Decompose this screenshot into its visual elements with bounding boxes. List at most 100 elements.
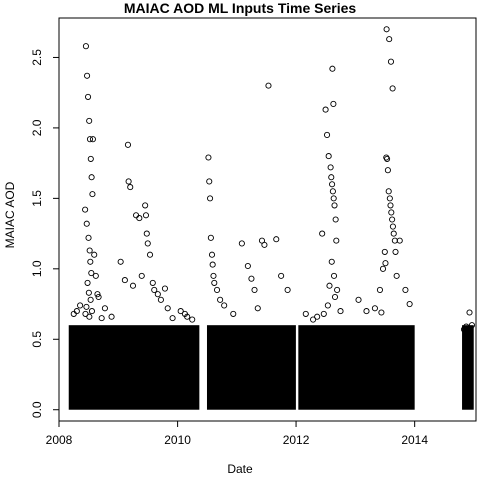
data-point xyxy=(121,277,128,284)
y-tick-label: 2.0 xyxy=(30,119,44,136)
data-point xyxy=(117,258,124,265)
data-point xyxy=(325,153,332,160)
data-point xyxy=(217,296,224,303)
data-point xyxy=(94,291,101,298)
data-point xyxy=(389,223,396,230)
data-point xyxy=(86,117,93,124)
data-point xyxy=(383,26,390,33)
x-axis-label: Date xyxy=(227,462,253,476)
data-point xyxy=(337,308,344,315)
data-point xyxy=(284,286,291,294)
data-point xyxy=(84,93,92,100)
dense-band-3 xyxy=(462,325,474,410)
data-point xyxy=(333,237,340,244)
data-point xyxy=(129,282,137,289)
data-point xyxy=(213,286,221,294)
y-tick-label: 1.0 xyxy=(30,260,44,277)
y-axis: 0.0 0.5 1.0 1.5 2.0 2.5 xyxy=(30,49,60,418)
x-tick-label: 2014 xyxy=(401,433,428,447)
data-point xyxy=(393,272,400,279)
data-point xyxy=(386,36,393,43)
data-point xyxy=(334,286,341,294)
data-point xyxy=(87,296,94,303)
data-point xyxy=(244,262,251,270)
x-tick-label: 2008 xyxy=(46,433,73,447)
data-point xyxy=(324,302,331,309)
data-point xyxy=(144,240,151,247)
data-point xyxy=(211,279,218,286)
points-layer xyxy=(70,26,475,333)
data-point xyxy=(273,236,280,243)
x-tick-label: 2012 xyxy=(283,433,310,447)
data-point xyxy=(379,265,387,272)
data-point xyxy=(86,136,94,143)
data-point xyxy=(314,313,321,320)
data-point xyxy=(265,82,272,89)
data-point xyxy=(138,272,145,279)
data-point xyxy=(91,251,98,258)
data-point xyxy=(88,308,95,315)
data-point xyxy=(254,305,261,312)
data-point xyxy=(82,43,89,50)
data-point xyxy=(87,155,94,162)
y-tick-label: 2.5 xyxy=(30,49,44,66)
data-point xyxy=(207,195,214,202)
data-point xyxy=(161,285,169,292)
data-point xyxy=(387,58,395,65)
data-point xyxy=(386,195,393,202)
data-point xyxy=(98,315,105,322)
data-point xyxy=(330,195,337,202)
y-tick-label: 1.5 xyxy=(30,190,44,207)
data-point xyxy=(149,279,156,286)
data-point xyxy=(88,174,95,181)
data-point xyxy=(238,240,245,247)
data-point xyxy=(323,131,331,139)
data-point xyxy=(88,269,95,277)
dense-band-1 xyxy=(206,325,296,410)
data-point xyxy=(390,230,397,237)
data-point xyxy=(83,220,90,227)
data-point xyxy=(86,247,93,254)
data-point xyxy=(310,316,317,323)
data-point xyxy=(402,286,409,294)
data-point xyxy=(124,141,132,148)
data-point xyxy=(77,302,84,309)
data-point xyxy=(205,154,212,161)
x-axis: 2008 2010 2012 2014 xyxy=(46,420,428,447)
data-point xyxy=(406,300,413,308)
y-tick-label: 0.0 xyxy=(30,401,44,418)
data-point xyxy=(381,248,388,255)
data-point xyxy=(151,286,158,294)
data-point xyxy=(466,309,473,316)
data-point xyxy=(210,272,217,279)
data-point xyxy=(248,275,255,282)
data-point xyxy=(85,234,92,241)
data-point xyxy=(329,181,336,188)
data-point xyxy=(328,174,335,181)
dense-band-2 xyxy=(298,325,415,410)
data-point xyxy=(384,167,391,174)
data-point xyxy=(142,202,149,209)
data-point xyxy=(89,191,96,198)
dense-band-0 xyxy=(68,325,200,410)
data-point xyxy=(385,188,392,195)
data-point xyxy=(251,286,258,294)
data-point xyxy=(330,100,337,108)
data-point xyxy=(169,315,176,322)
data-point xyxy=(209,261,216,268)
data-point xyxy=(101,305,108,312)
data-point xyxy=(355,296,362,303)
data-point xyxy=(371,305,378,312)
data-point xyxy=(302,310,309,317)
data-point xyxy=(376,286,383,294)
data-point xyxy=(396,237,403,244)
data-point xyxy=(384,155,391,162)
data-point xyxy=(84,72,91,79)
data-point xyxy=(230,310,237,317)
data-point xyxy=(84,279,91,286)
data-point xyxy=(322,106,329,113)
data-point xyxy=(85,289,92,296)
data-point xyxy=(326,282,333,289)
data-point xyxy=(157,296,164,303)
data-point xyxy=(389,85,396,92)
